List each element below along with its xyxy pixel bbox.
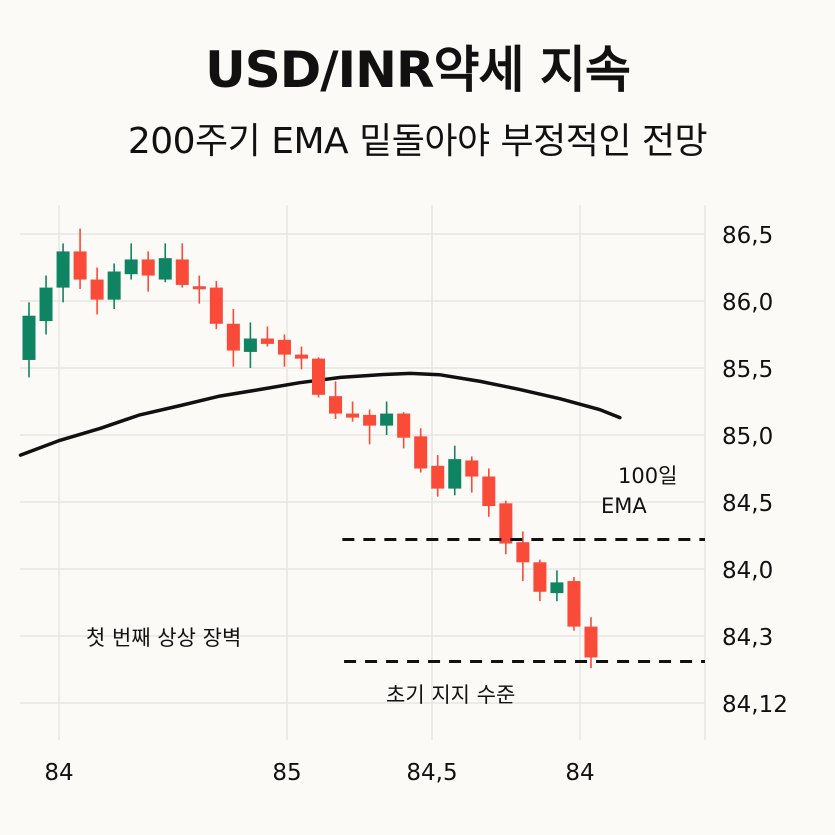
candle-body-down: [312, 358, 326, 395]
candle-body-down: [260, 338, 274, 344]
candle-body-down: [175, 259, 189, 285]
candle-body-down: [533, 562, 547, 592]
candle-body-down: [226, 323, 240, 351]
candle-body-down: [584, 626, 598, 658]
ema-label-line1: 100일: [618, 464, 678, 488]
y-tick-label: 84,3: [722, 625, 773, 651]
y-tick-label: 85,0: [722, 424, 773, 450]
y-tick-label: 85,5: [722, 357, 773, 383]
candle-body-down: [465, 460, 479, 477]
candle-body-up: [550, 582, 564, 594]
candle-body-down: [192, 286, 206, 290]
ema-label-line2: EMA: [601, 494, 647, 518]
ema-line: [18, 371, 622, 457]
y-tick-label: 86,5: [722, 223, 773, 249]
y-tick-label: 86,0: [722, 290, 773, 316]
support-annotation: 초기 지지 수준: [386, 683, 516, 707]
candle-body-down: [482, 476, 496, 507]
candle-body-down: [431, 465, 445, 489]
candle-body-down: [73, 251, 87, 280]
candle-body-down: [363, 414, 377, 426]
y-tick-label: 84,12: [722, 692, 788, 718]
chart-title: USD/INR약세 지속: [205, 41, 631, 99]
candle-body-down: [90, 279, 104, 300]
candle-body-up: [124, 259, 138, 275]
candle-body-up: [448, 459, 462, 489]
candle-body-down: [346, 413, 360, 418]
candle-body-down: [397, 413, 411, 438]
candle-body-up: [22, 315, 36, 360]
candle-body-down: [294, 354, 308, 359]
x-tick-label: 84: [565, 760, 594, 786]
candle-body-down: [567, 581, 581, 627]
candle-body-up: [158, 258, 172, 280]
candle-body-down: [141, 259, 155, 276]
resistance-annotation: 첫 번째 상상 장벽: [86, 626, 242, 650]
candle-body-down: [209, 287, 223, 324]
chart-subtitle: 200주기 EMA 밑돌아야 부정적인 전망: [127, 121, 708, 162]
candle-body-down: [414, 436, 428, 469]
candle-body-up: [107, 271, 121, 300]
candle-body-up: [380, 413, 394, 426]
y-tick-label: 84,5: [722, 491, 773, 517]
y-tick-label: 84,0: [722, 558, 773, 584]
candle-body-down: [516, 542, 530, 563]
x-tick-label: 84,5: [406, 760, 457, 786]
x-tick-label: 84: [44, 760, 73, 786]
candle-body-down: [277, 339, 291, 355]
candle-body-down: [499, 503, 513, 544]
candle-body-down: [329, 396, 343, 414]
candle-body-up: [243, 338, 257, 352]
candle-body-up: [56, 251, 70, 288]
x-tick-label: 85: [272, 760, 301, 786]
candle-body-up: [39, 287, 53, 322]
